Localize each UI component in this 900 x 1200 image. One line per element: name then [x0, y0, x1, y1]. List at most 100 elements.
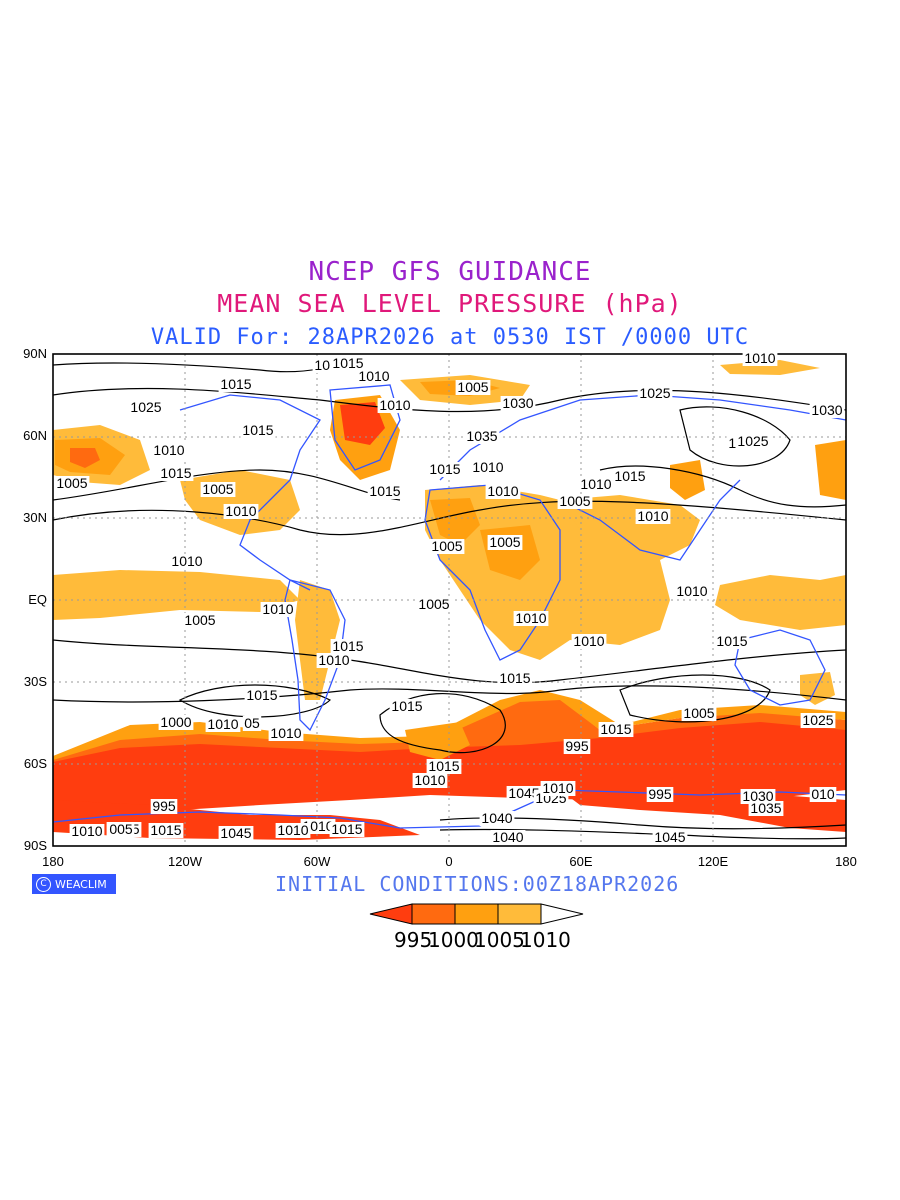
- indian-ocean-1010: [715, 575, 846, 630]
- pacific-tropical-1010: [53, 570, 300, 620]
- title-line-3: VALID For: 28APR2026 at 0530 IST /0000 U…: [150, 325, 750, 350]
- svg-text:1010: 1010: [171, 553, 202, 569]
- colorbar-upper-triangle: [540, 903, 584, 925]
- africa-1005: [430, 498, 480, 545]
- contour-label: 05: [242, 715, 262, 731]
- coastline-layer: [52, 384, 847, 829]
- east-asia-low: [670, 460, 705, 500]
- africa-1010: [425, 485, 670, 660]
- isobar-1025-north: [52, 387, 847, 413]
- contour-label: 1030: [809, 402, 845, 418]
- coastline-antarctica: [52, 789, 847, 829]
- svg-text:1005: 1005: [457, 379, 488, 395]
- coastline-eurasia: [439, 394, 847, 561]
- contour-label: 1015: [497, 670, 533, 686]
- svg-text:995: 995: [648, 786, 672, 802]
- svg-text:005: 005: [109, 821, 133, 837]
- colorbar-label-1010: 1010: [520, 928, 571, 952]
- coastline-australia: [734, 629, 826, 706]
- lat-label: 60N: [23, 428, 47, 443]
- svg-text:1005: 1005: [184, 612, 215, 628]
- contour-label: 1035: [748, 800, 784, 816]
- colorbar-box-1005: [454, 903, 499, 925]
- svg-text:1010: 1010: [318, 652, 349, 668]
- lon-label: 180: [42, 854, 64, 869]
- lon-label: 60E: [569, 854, 592, 869]
- contour-label: 1015: [427, 461, 463, 477]
- contour-label: 995: [563, 738, 591, 754]
- colorbar-box-1010: [497, 903, 542, 925]
- svg-text:1010: 1010: [358, 368, 389, 384]
- lat-label: 30N: [23, 510, 47, 525]
- contour-label: 1010: [205, 716, 241, 732]
- lon-label: 180: [835, 854, 857, 869]
- contour-label: 1005: [455, 379, 491, 395]
- svg-text:1010: 1010: [744, 350, 775, 366]
- isobar-1015-north: [52, 500, 847, 536]
- svg-text:1015: 1015: [332, 355, 363, 371]
- contour-label: 1015: [598, 721, 634, 737]
- title-line-2: MEAN SEA LEVEL PRESSURE (hPa): [217, 289, 683, 318]
- contour-label: 1010: [742, 350, 778, 366]
- lat-label: 90N: [23, 346, 47, 361]
- contour-label: 005: [107, 821, 135, 837]
- contour-label: 1010: [356, 368, 392, 384]
- contour-label: 1005: [681, 705, 717, 721]
- svg-text:1045: 1045: [220, 825, 251, 841]
- svg-text:995: 995: [152, 798, 176, 814]
- contour-label: 1010: [485, 483, 521, 499]
- south-america-1010: [295, 580, 340, 700]
- contour-label: 1015: [244, 687, 280, 703]
- contour-label: 1005: [429, 538, 465, 554]
- contour-label: 1015: [330, 638, 366, 654]
- contour-label: 1045: [652, 829, 688, 845]
- lat-label: EQ: [28, 592, 47, 607]
- svg-text:1015: 1015: [332, 638, 363, 654]
- svg-text:1035: 1035: [750, 800, 781, 816]
- isobar-1025-south-high: [178, 684, 332, 718]
- contour-label: 010: [809, 786, 837, 802]
- colorbar-label-995: 995: [394, 928, 433, 952]
- contour-label: 1030: [500, 395, 536, 411]
- svg-text:1015: 1015: [614, 468, 645, 484]
- contour-label: 1010: [69, 823, 105, 839]
- svg-text:1025: 1025: [737, 433, 768, 449]
- svg-text:1015: 1015: [220, 376, 251, 392]
- svg-text:1010: 1010: [676, 583, 707, 599]
- contour-label: 1010: [513, 610, 549, 626]
- contour-label: 1015: [426, 758, 462, 774]
- lon-label: 120W: [168, 854, 203, 869]
- svg-text:1010: 1010: [542, 780, 573, 796]
- contour-label: 1015: [158, 465, 194, 481]
- svg-text:1005: 1005: [559, 493, 590, 509]
- contour-label: 1015: [612, 468, 648, 484]
- svg-text:1010: 1010: [414, 772, 445, 788]
- svg-text:1045: 1045: [508, 785, 539, 801]
- contour-label: 1010: [316, 652, 352, 668]
- contour-label: 1015: [148, 822, 184, 838]
- contour-label: 1010: [268, 725, 304, 741]
- contour-label: 1010: [151, 442, 187, 458]
- contour-label: 1005: [182, 612, 218, 628]
- weaclim-logo: C WEACLIM: [32, 874, 116, 894]
- contour-label: 1015: [389, 698, 425, 714]
- svg-text:1010: 1010: [207, 716, 238, 732]
- west-pacific-low: [815, 440, 846, 500]
- lat-label: 30S: [24, 674, 47, 689]
- svg-text:1015: 1015: [428, 758, 459, 774]
- svg-text:1010: 1010: [262, 601, 293, 617]
- colorbar-box-1000: [411, 903, 456, 925]
- contour-label: 1045: [506, 785, 542, 801]
- svg-text:1015: 1015: [331, 821, 362, 837]
- initial-conditions-label: INITIAL CONDITIONS:00Z18APR2026: [275, 872, 680, 896]
- isobar-1015-asia: [599, 465, 847, 508]
- contour-label: 995: [150, 798, 178, 814]
- lon-label: 60W: [304, 854, 331, 869]
- svg-text:1010: 1010: [472, 459, 503, 475]
- svg-text:1010: 1010: [71, 823, 102, 839]
- isobar-1015-south: [52, 639, 847, 684]
- svg-text:1040: 1040: [492, 829, 523, 845]
- svg-text:1015: 1015: [369, 483, 400, 499]
- isobar-1020-south: [52, 685, 847, 703]
- isobar-1025-pacific-high: [679, 406, 791, 467]
